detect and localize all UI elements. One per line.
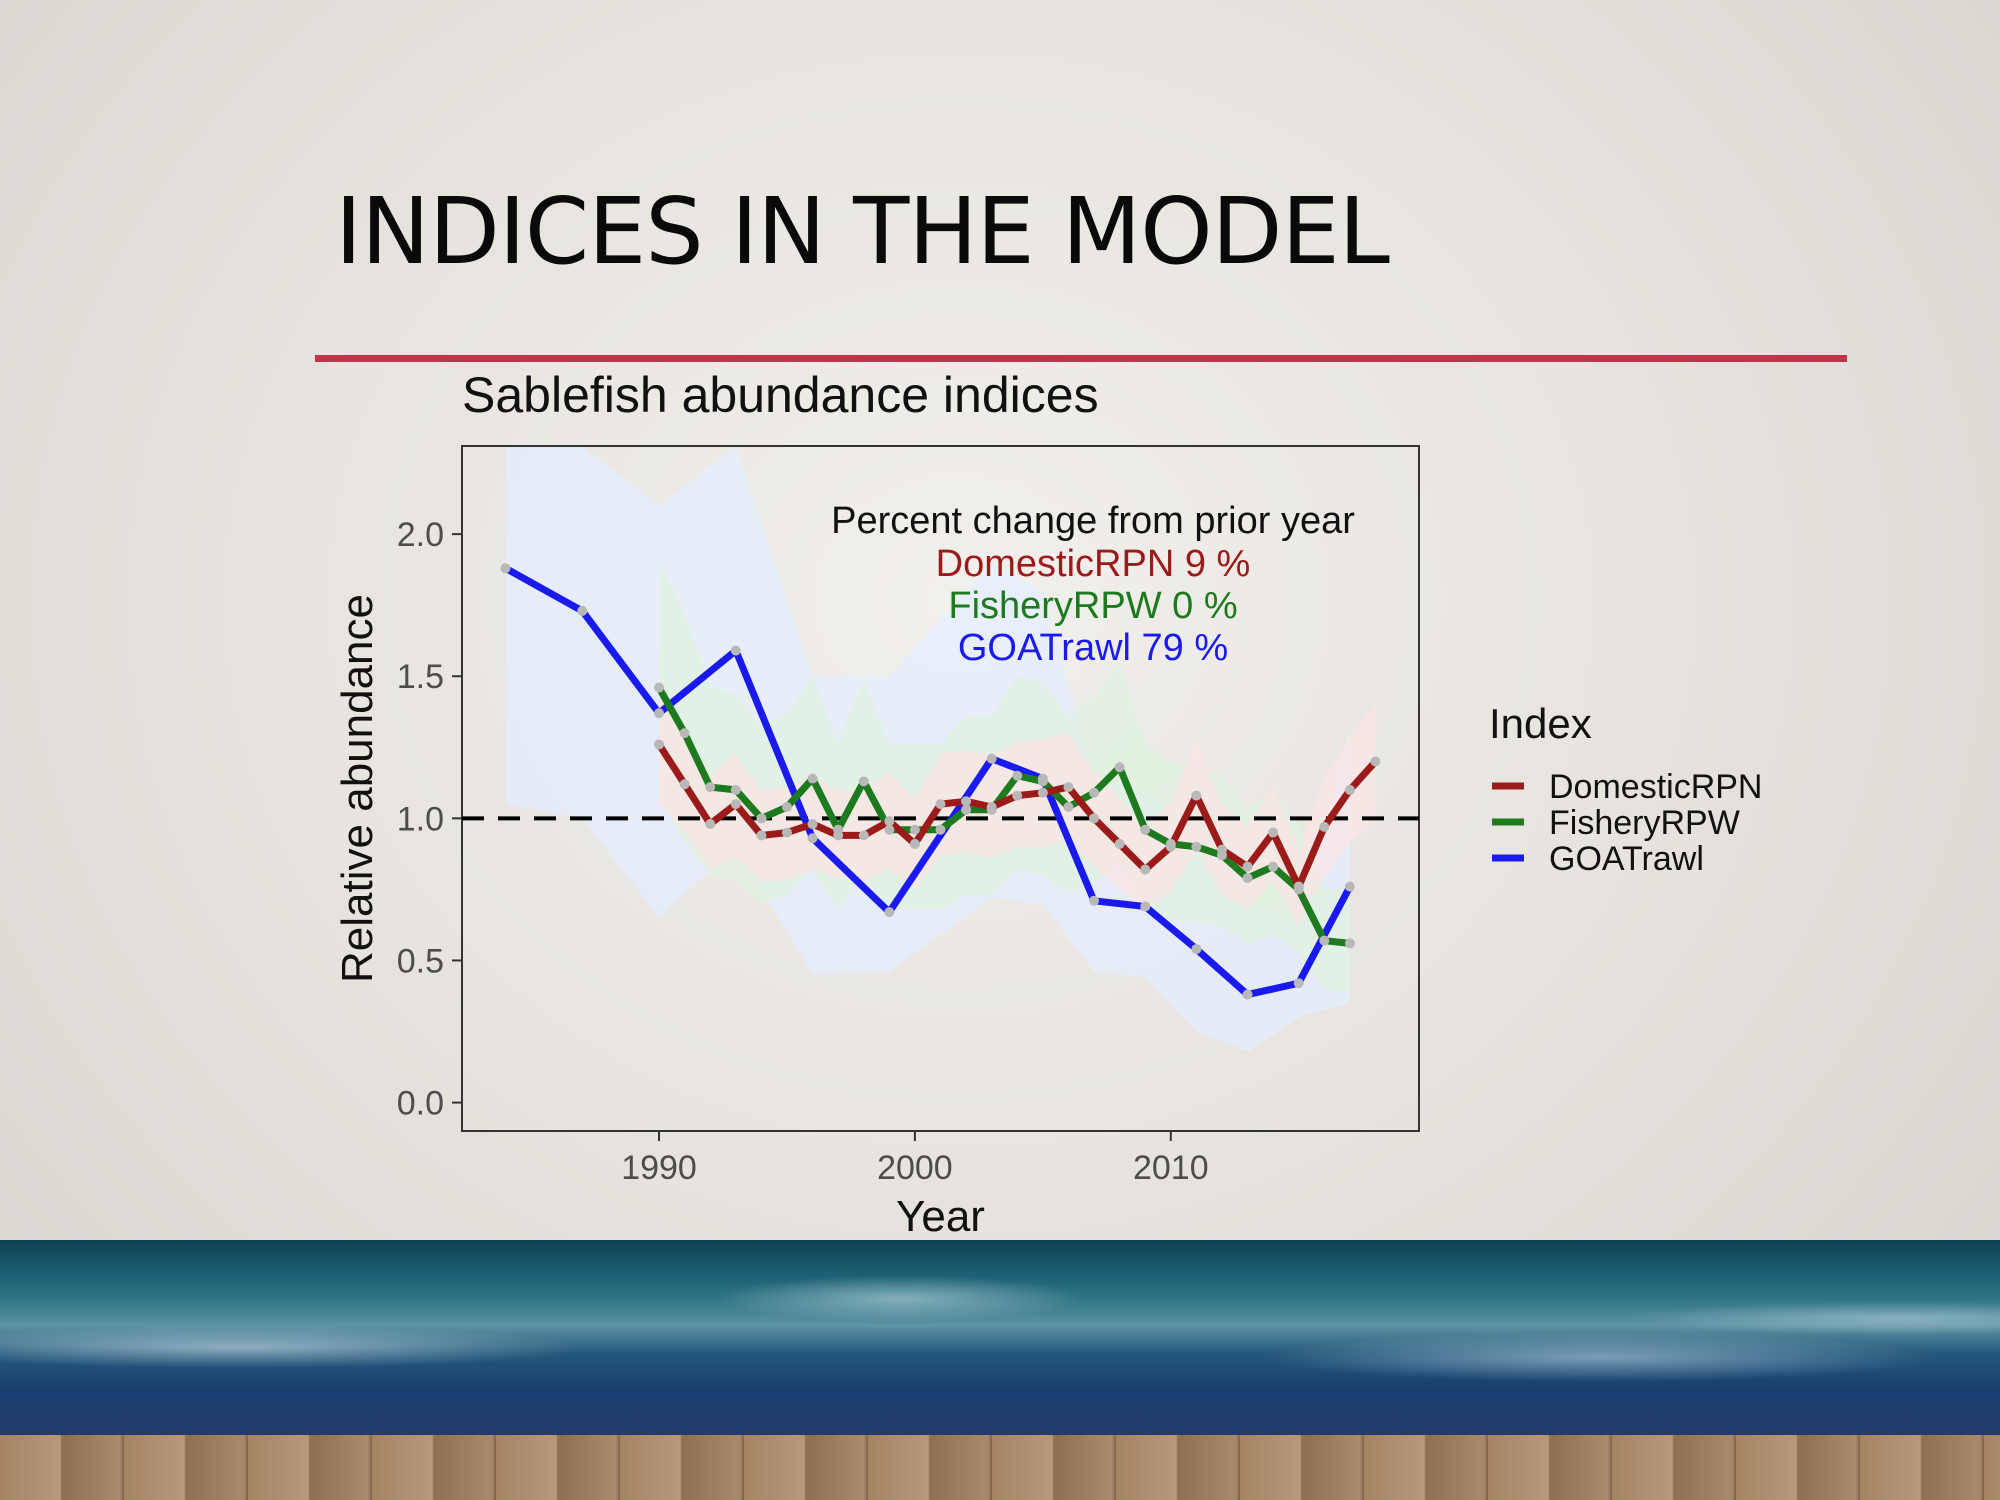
data-point-fisheryrpw (1319, 935, 1330, 946)
wood-floor-image (0, 1435, 2000, 1500)
data-point-fisheryrpw (1268, 861, 1279, 872)
data-point-domesticrpn (833, 830, 844, 841)
data-point-fisheryrpw (884, 824, 895, 835)
data-point-goatrawl (807, 833, 818, 844)
data-point-fisheryrpw (1140, 824, 1151, 835)
y-tick-label: 0.0 (397, 1085, 444, 1123)
data-point-domesticrpn (1293, 881, 1304, 892)
data-point-goatrawl (730, 645, 741, 656)
data-point-fisheryrpw (1063, 801, 1074, 812)
axes: 0.0 0.5 1.0 1.5 2.0 1990 2000 2010 Year Relative … (333, 445, 1420, 1241)
data-point-domesticrpn (961, 796, 972, 807)
x-tick-label: 2000 (877, 1149, 953, 1187)
data-point-fisheryrpw (807, 773, 818, 784)
data-point-fisheryrpw (935, 824, 946, 835)
data-point-domesticrpn (1344, 784, 1355, 795)
data-point-domesticrpn (1140, 864, 1151, 875)
data-point-domesticrpn (1370, 756, 1381, 767)
data-point-domesticrpn (1242, 861, 1253, 872)
data-point-domesticrpn (1216, 844, 1227, 855)
legend-label: DomesticRPN (1549, 768, 1762, 806)
y-tick-label: 1.5 (397, 658, 444, 696)
slide-title: INDICES IN THE MODEL (335, 178, 1390, 285)
data-point-fisheryrpw (1037, 776, 1048, 787)
data-point-goatrawl (986, 753, 997, 764)
data-point-fisheryrpw (756, 813, 767, 824)
ocean-wave-image (0, 1240, 2000, 1435)
data-point-domesticrpn (705, 819, 716, 830)
data-point-domesticrpn (756, 830, 767, 841)
data-point-fisheryrpw (730, 784, 741, 795)
y-tick-label: 2.0 (397, 516, 444, 554)
data-point-goatrawl (1089, 895, 1100, 906)
annotation-heading: Percent change from prior year (831, 500, 1355, 542)
data-point-fisheryrpw (781, 801, 792, 812)
legend-title: Index (1489, 700, 1592, 747)
data-point-fisheryrpw (1114, 762, 1125, 773)
data-point-fisheryrpw (705, 782, 716, 793)
data-point-fisheryrpw (1012, 770, 1023, 781)
data-point-goatrawl (500, 563, 511, 574)
annotation-line: FisheryRPW 0 % (948, 585, 1237, 627)
data-point-goatrawl (1344, 881, 1355, 892)
data-point-fisheryrpw (1191, 841, 1202, 852)
data-point-domesticrpn (730, 799, 741, 810)
annotation-line: GOATrawl 79 % (958, 627, 1228, 669)
data-point-fisheryrpw (654, 682, 665, 693)
data-point-fisheryrpw (961, 804, 972, 815)
data-point-domesticrpn (1037, 787, 1048, 798)
data-point-fisheryrpw (909, 824, 920, 835)
data-point-fisheryrpw (679, 728, 690, 739)
data-point-goatrawl (884, 907, 895, 918)
data-point-goatrawl (1293, 978, 1304, 989)
data-point-domesticrpn (935, 799, 946, 810)
data-point-domesticrpn (1089, 813, 1100, 824)
data-point-domesticrpn (884, 816, 895, 827)
percent-change-annotation: Percent change from prior yearDomesticRP… (831, 500, 1355, 669)
data-point-fisheryrpw (1242, 873, 1253, 884)
legend-label: GOATrawl (1549, 840, 1704, 878)
data-point-domesticrpn (858, 830, 869, 841)
title-divider (315, 355, 1847, 362)
legend-label: FisheryRPW (1549, 804, 1740, 842)
plot-frame (461, 445, 1420, 1132)
data-point-goatrawl (577, 605, 588, 616)
data-point-domesticrpn (1191, 790, 1202, 801)
series-points (500, 563, 1381, 1000)
data-point-fisheryrpw (1089, 787, 1100, 798)
data-point-goatrawl (1191, 944, 1202, 955)
annotation-line: DomesticRPN 9 % (936, 543, 1251, 585)
data-point-domesticrpn (1165, 841, 1176, 852)
data-point-goatrawl (1140, 901, 1151, 912)
data-point-goatrawl (1242, 989, 1253, 1000)
data-point-domesticrpn (781, 827, 792, 838)
data-point-domesticrpn (679, 779, 690, 790)
chart-title: Sablefish abundance indices (462, 367, 1099, 423)
data-point-domesticrpn (1268, 827, 1279, 838)
data-point-goatrawl (654, 708, 665, 719)
data-point-fisheryrpw (1344, 938, 1355, 949)
data-point-domesticrpn (909, 838, 920, 849)
data-point-fisheryrpw (858, 776, 869, 787)
data-point-domesticrpn (986, 801, 997, 812)
x-tick-label: 1990 (621, 1149, 697, 1187)
data-point-domesticrpn (807, 819, 818, 830)
x-tick-label: 2010 (1133, 1149, 1209, 1187)
y-axis-label: Relative abundance (333, 594, 382, 983)
series-line-fisheryrpw (655, 684, 1354, 947)
y-tick-label: 1.0 (397, 800, 444, 838)
data-point-domesticrpn (1063, 782, 1074, 793)
series-line-goatrawl (502, 564, 1354, 999)
data-point-domesticrpn (654, 739, 665, 750)
data-point-domesticrpn (1319, 821, 1330, 832)
data-point-domesticrpn (1012, 790, 1023, 801)
x-axis-label: Year (896, 1192, 985, 1241)
data-point-domesticrpn (1114, 838, 1125, 849)
y-tick-label: 0.5 (397, 942, 444, 980)
